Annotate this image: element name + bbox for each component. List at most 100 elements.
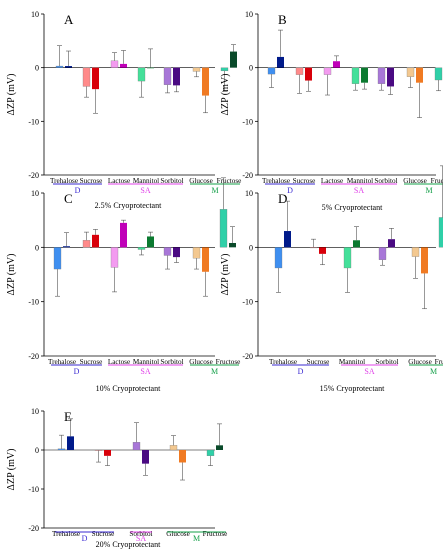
- group-label: SA: [136, 534, 146, 543]
- bar: [55, 65, 64, 68]
- bar: [277, 56, 284, 68]
- bar: [388, 239, 395, 248]
- x-tick-label: Mannitol: [133, 358, 159, 366]
- bar: [137, 67, 146, 82]
- group-label: M: [430, 367, 437, 376]
- group-label: D: [75, 186, 81, 195]
- panel-caption: 20% Cryoprotectant: [96, 540, 161, 549]
- x-tick-label: Sorbitol: [160, 177, 183, 185]
- x-tick-label: Glucose: [189, 177, 213, 185]
- y-axis-label: ΔZP (mV): [220, 74, 231, 116]
- y-axis-label: ΔZP (mV): [6, 254, 17, 296]
- bar: [92, 234, 99, 248]
- bar: [147, 67, 154, 69]
- bar: [147, 236, 154, 248]
- bar: [137, 247, 146, 250]
- bar: [202, 67, 209, 96]
- bar: [82, 240, 91, 248]
- group-label: SA: [364, 367, 374, 376]
- bar: [65, 66, 72, 68]
- x-tick-label: Glucose: [166, 530, 190, 538]
- y-tick-label: -10: [242, 298, 253, 307]
- bar: [120, 63, 127, 68]
- x-tick-label: Sucrose: [92, 530, 115, 538]
- y-axis-label: ΔZP (mV): [220, 254, 231, 296]
- y-tick-label: 0: [35, 446, 39, 455]
- y-axis-label: ΔZP (mV): [6, 74, 17, 116]
- group-label: SA: [140, 367, 150, 376]
- bar: [230, 51, 237, 68]
- bar: [267, 67, 276, 75]
- bar: [173, 67, 180, 86]
- y-tick-label: -20: [28, 524, 39, 533]
- bar: [416, 67, 423, 83]
- y-tick-label: -10: [28, 298, 39, 307]
- bar: [163, 67, 172, 85]
- bar: [333, 61, 340, 68]
- group-label: SA: [354, 186, 364, 195]
- bar: [173, 247, 180, 258]
- x-tick-label: Sorbitol: [375, 358, 398, 366]
- y-tick-label: -20: [242, 352, 253, 361]
- bar: [319, 247, 326, 254]
- y-axis-label: ΔZP (mV): [6, 449, 17, 491]
- y-tick-label: -10: [28, 117, 39, 126]
- bar: [110, 60, 119, 68]
- bar: [216, 445, 223, 450]
- bar: [192, 67, 201, 72]
- x-tick-label: Trehalose: [269, 358, 297, 366]
- bar: [309, 247, 318, 249]
- bar: [82, 67, 91, 87]
- bar: [434, 67, 443, 81]
- x-tick-label: Mannitol: [133, 177, 159, 185]
- bar: [206, 449, 215, 456]
- y-tick-label: 0: [249, 64, 253, 73]
- x-tick-label: Sucrose: [307, 358, 330, 366]
- x-tick-label: Sorbitol: [129, 530, 152, 538]
- panel-letter: B: [278, 12, 287, 27]
- bar: [104, 450, 111, 456]
- x-tick-label: Fructose: [435, 358, 443, 366]
- bar: [163, 247, 172, 256]
- x-tick-label: Fructose: [431, 177, 443, 185]
- x-tick-label: Trehalose: [52, 530, 80, 538]
- bar: [53, 247, 62, 270]
- bar: [132, 442, 141, 451]
- bar: [305, 67, 312, 81]
- bar: [387, 67, 394, 87]
- y-tick-label: 10: [245, 10, 253, 19]
- bar: [323, 67, 332, 75]
- panel-letter: A: [64, 12, 74, 27]
- group-label: M: [193, 534, 200, 543]
- x-tick-label: Sorbitol: [160, 358, 183, 366]
- bar: [343, 247, 352, 269]
- x-tick-label: Glucose: [408, 358, 432, 366]
- group-label: D: [74, 367, 80, 376]
- bar: [57, 448, 66, 451]
- group-label: M: [211, 186, 218, 195]
- y-tick-label: -10: [28, 485, 39, 494]
- bar: [438, 217, 443, 248]
- y-tick-label: 10: [31, 10, 39, 19]
- bar: [377, 67, 386, 84]
- chart-panel-E: E ΔZP (mV) -20 -10 0 10 Trehalose Sucrose Sorbit…: [6, 407, 227, 549]
- chart-panel-B: B ΔZP (mV) -20 -10 0 10 Trehalose Sucrose Lactos…: [220, 10, 443, 212]
- x-tick-label: Lactose: [108, 177, 130, 185]
- x-tick-label: Fructose: [217, 177, 242, 185]
- bar: [351, 67, 360, 84]
- bar: [110, 247, 119, 268]
- bar: [63, 246, 70, 248]
- bar: [295, 67, 304, 75]
- group-label: D: [82, 534, 88, 543]
- y-tick-label: 10: [245, 189, 253, 198]
- bar: [202, 247, 209, 272]
- bar: [274, 247, 283, 269]
- chart-panel-A: A ΔZP (mV) -20 -10 0 10 Trehalose Sucrose Lactos…: [6, 10, 241, 210]
- x-tick-label: Mannitol: [339, 358, 365, 366]
- x-tick-label: Trehalose: [48, 358, 76, 366]
- bar: [361, 67, 368, 83]
- x-tick-label: Sorbitol: [374, 177, 397, 185]
- x-tick-label: Lactose: [321, 177, 343, 185]
- x-tick-label: Glucose: [189, 358, 213, 366]
- group-label: M: [211, 367, 218, 376]
